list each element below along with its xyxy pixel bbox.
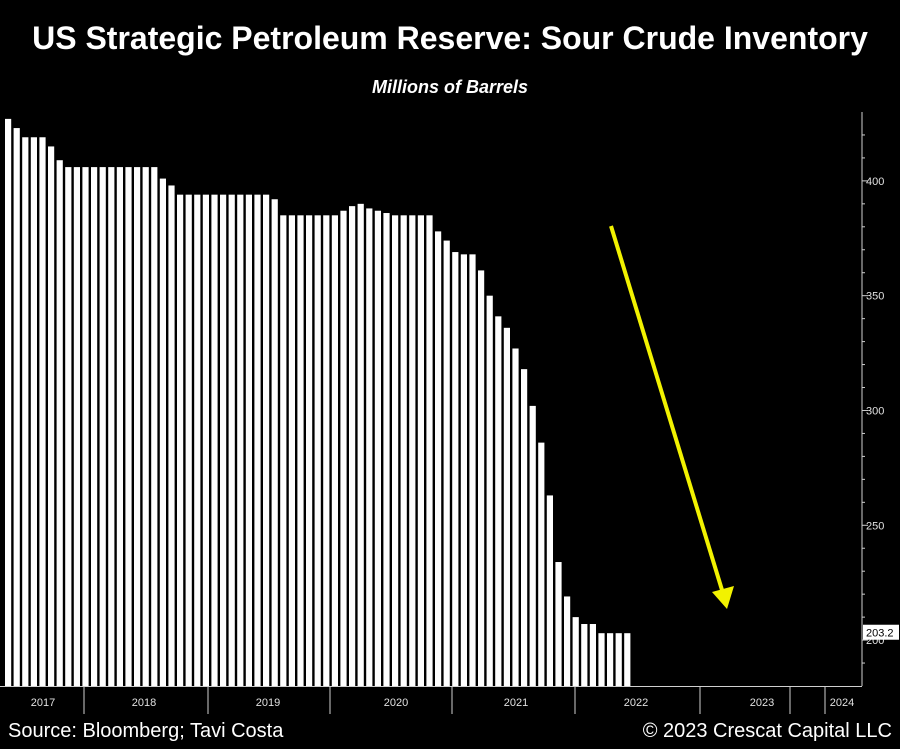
- x-tick-label: 2019: [256, 697, 280, 709]
- bar: [409, 215, 416, 686]
- bar: [443, 240, 450, 686]
- trend-arrow-shaft: [609, 225, 724, 591]
- bar: [624, 633, 631, 686]
- bar: [555, 562, 562, 686]
- x-tick-label: 2020: [384, 697, 408, 709]
- bar: [228, 194, 235, 686]
- x-tick-label: 2017: [31, 697, 55, 709]
- bar: [306, 215, 313, 686]
- x-tick-label: 2021: [504, 697, 528, 709]
- bar: [383, 213, 390, 686]
- bar: [13, 128, 20, 686]
- bar: [366, 208, 373, 686]
- bar: [417, 215, 424, 686]
- bar: [469, 254, 476, 686]
- bar: [108, 167, 115, 687]
- bar: [5, 118, 12, 686]
- bar: [48, 146, 55, 686]
- bar: [271, 199, 278, 686]
- bar: [202, 194, 209, 686]
- bar: [39, 137, 46, 686]
- bar: [65, 167, 72, 687]
- bar: [374, 210, 381, 687]
- bar: [134, 167, 141, 687]
- bar: [331, 215, 338, 686]
- x-tick-label: 2018: [132, 697, 156, 709]
- last-value-box: [863, 624, 899, 640]
- bar: [56, 160, 63, 687]
- y-tick-label: 400: [866, 176, 884, 188]
- bar: [357, 203, 364, 686]
- x-tick-label: 2023: [750, 697, 774, 709]
- bar: [151, 167, 158, 687]
- bar: [323, 215, 330, 686]
- bar: [22, 137, 29, 686]
- bar: [340, 210, 347, 687]
- bar: [460, 254, 467, 686]
- bar: [426, 215, 433, 686]
- bars-group: [5, 118, 631, 687]
- bar: [99, 167, 106, 687]
- bar: [392, 215, 399, 686]
- bar: [598, 633, 605, 686]
- x-tick-label: 2022: [624, 697, 648, 709]
- bar: [211, 194, 218, 686]
- bar: [185, 194, 192, 686]
- y-tick-label: 300: [866, 405, 884, 417]
- x-tick-label: 2024: [830, 697, 854, 709]
- bar: [529, 405, 536, 686]
- bar: [73, 167, 80, 687]
- bar: [521, 369, 528, 686]
- bar: [177, 194, 184, 686]
- y-tick-label: 350: [866, 291, 884, 303]
- bar: [263, 194, 270, 686]
- bar: [159, 178, 166, 686]
- bar: [478, 270, 485, 686]
- bar: [589, 624, 596, 686]
- source-note: Source: Bloomberg; Tavi Costa: [8, 720, 284, 742]
- bar: [168, 185, 175, 686]
- bar: [30, 137, 37, 686]
- trend-arrow-head: [712, 586, 734, 609]
- bar: [546, 495, 553, 686]
- bar: [125, 167, 132, 687]
- bar: [615, 633, 622, 686]
- bar: [116, 167, 123, 687]
- bar: [82, 167, 89, 687]
- bar: [245, 194, 252, 686]
- bar: [503, 327, 510, 686]
- bar: [607, 633, 614, 686]
- bar: [572, 617, 579, 686]
- bar: [288, 215, 295, 686]
- chart-subtitle: Millions of Barrels: [371, 77, 529, 97]
- y-tick-label: 250: [866, 520, 884, 532]
- bar: [581, 624, 588, 686]
- bar: [142, 167, 149, 687]
- bar: [237, 194, 244, 686]
- last-value-label: 203.2: [866, 628, 894, 640]
- chart-title: US Strategic Petroleum Reserve: Sour Cru…: [32, 20, 868, 56]
- bar: [435, 231, 442, 686]
- x-axis: 2017 2018 2019 2020 2021 2022 2023 2024: [0, 686, 862, 714]
- bar: [452, 252, 459, 686]
- bar: [254, 194, 261, 686]
- bar: [512, 348, 519, 686]
- bar: [220, 194, 227, 686]
- bar: [538, 442, 545, 686]
- bar: [194, 194, 201, 686]
- annotations: [609, 225, 734, 609]
- bar: [280, 215, 287, 686]
- bar: [297, 215, 304, 686]
- bar: [564, 596, 571, 686]
- bar: [349, 206, 356, 686]
- copyright-note: © 2023 Crescat Capital LLC: [642, 720, 892, 742]
- bar: [314, 215, 321, 686]
- bar: [400, 215, 407, 686]
- bar: [495, 316, 502, 686]
- bar: [486, 295, 493, 686]
- bar: [91, 167, 98, 687]
